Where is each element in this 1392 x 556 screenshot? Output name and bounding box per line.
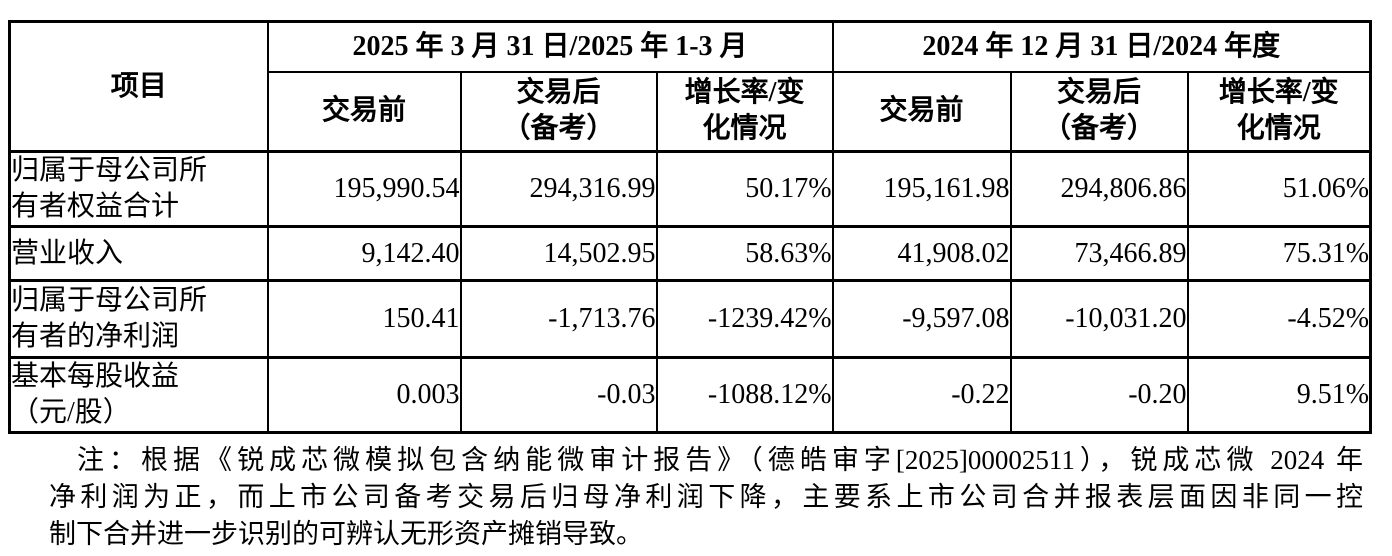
row-label-net-profit: 归属于母公司所 有者的净利润 — [8, 279, 269, 359]
cell-equity-post-2025: 294,316.99 — [459, 150, 658, 228]
row-label-equity: 归属于母公司所 有者权益合计 — [8, 150, 269, 228]
cell-revenue-pre-2025: 9,142.40 — [266, 225, 462, 282]
cell-equity-pre-2025: 195,990.54 — [266, 150, 462, 228]
cell-net-profit-post-2024: -10,031.20 — [1009, 279, 1189, 359]
column-group-2025: 2025 年 3 月 31 日/2025 年 1-3 月 — [266, 20, 834, 73]
column-header-item: 项目 — [8, 20, 269, 153]
table-row-equity: 归属于母公司所 有者权益合计 195,990.54 294,316.99 50.… — [8, 150, 1372, 228]
cell-eps-post-2024: -0.20 — [1009, 356, 1189, 434]
cell-net-profit-post-2025: -1,713.76 — [459, 279, 658, 359]
cell-eps-pre-2025: 0.003 — [266, 356, 462, 434]
cell-equity-growth-2025: 50.17% — [655, 150, 834, 228]
cell-revenue-post-2024: 73,466.89 — [1009, 225, 1189, 282]
cell-revenue-growth-2024: 75.31% — [1186, 225, 1372, 282]
cell-revenue-pre-2024: 41,908.02 — [831, 225, 1012, 282]
row-label-eps: 基本每股收益 （元/股） — [8, 356, 269, 434]
column-header-growth-2025: 增长率/变 化情况 — [655, 70, 834, 153]
column-header-growth-2024: 增长率/变 化情况 — [1186, 70, 1372, 153]
table-subheader-row: 交易前 交易后 （备考） 增长率/变 化情况 交易前 交易后 （备考） 增长率/… — [10, 70, 1372, 153]
column-header-pre-2025: 交易前 — [266, 70, 462, 153]
column-header-pre-2024: 交易前 — [831, 70, 1012, 153]
footnote-line-1: 注：根据《锐成芯微模拟包含纳能微审计报告》（德皓审字[2025]00002511… — [77, 445, 1363, 475]
cell-net-profit-growth-2024: -4.52% — [1186, 279, 1372, 359]
table-row-eps: 基本每股收益 （元/股） 0.003 -0.03 -1088.12% -0.22… — [8, 356, 1372, 434]
column-header-post-2025: 交易后 （备考） — [459, 70, 658, 153]
column-group-2024: 2024 年 12 月 31 日/2024 年度 — [831, 20, 1372, 73]
cell-net-profit-pre-2024: -9,597.08 — [831, 279, 1012, 359]
cell-equity-post-2024: 294,806.86 — [1009, 150, 1189, 228]
cell-net-profit-growth-2025: -1239.42% — [655, 279, 834, 359]
cell-equity-pre-2024: 195,161.98 — [831, 150, 1012, 228]
cell-net-profit-pre-2025: 150.41 — [266, 279, 462, 359]
table-row-net-profit: 归属于母公司所 有者的净利润 150.41 -1,713.76 -1239.42… — [8, 279, 1372, 359]
footnote-line-3: 制下合并进一步识别的可辨认无形资产摊销导致。 — [49, 519, 643, 549]
cell-eps-pre-2024: -0.22 — [831, 356, 1012, 434]
cell-revenue-growth-2025: 58.63% — [655, 225, 834, 282]
column-header-post-2024: 交易后 （备考） — [1009, 70, 1189, 153]
cell-revenue-post-2025: 14,502.95 — [459, 225, 658, 282]
row-label-revenue: 营业收入 — [8, 225, 269, 282]
table-row-revenue: 营业收入 9,142.40 14,502.95 58.63% 41,908.02… — [8, 225, 1372, 282]
cell-equity-growth-2024: 51.06% — [1186, 150, 1372, 228]
pro-forma-financial-table: 项目 2025 年 3 月 31 日/2025 年 1-3 月 2024 年 1… — [8, 20, 1373, 434]
footnote-line-2: 净利润为正，而上市公司备考交易后归母净利润下降，主要系上市公司合并报表层面因非同… — [49, 482, 1363, 512]
cell-eps-growth-2024: 9.51% — [1186, 356, 1372, 434]
cell-eps-growth-2025: -1088.12% — [655, 356, 834, 434]
footnote: 注：根据《锐成芯微模拟包含纳能微审计报告》（德皓审字[2025]00002511… — [49, 442, 1363, 553]
cell-eps-post-2025: -0.03 — [459, 356, 658, 434]
table-header-group-row: 项目 2025 年 3 月 31 日/2025 年 1-3 月 2024 年 1… — [8, 20, 1372, 153]
